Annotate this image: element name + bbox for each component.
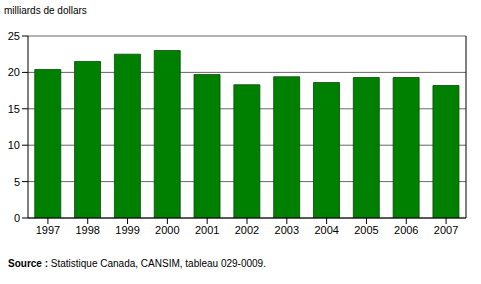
svg-text:1998: 1998 [75,224,99,236]
svg-text:2005: 2005 [354,224,378,236]
html-text:milliards de dollars: milliards de dollars [4,5,87,16]
svg-text:1997: 1997 [36,224,60,236]
svg-text:10: 10 [8,139,20,151]
svg-text:2000: 2000 [155,224,179,236]
svg-text:1999: 1999 [115,224,139,236]
html-text:Source : Statistique Canada, C: Source : Statistique Canada, CANSIM, tab… [8,258,266,269]
svg-text:0: 0 [14,212,20,224]
svg-text:15: 15 [8,103,20,115]
svg-text:2001: 2001 [195,224,219,236]
svg-text:2004: 2004 [314,224,338,236]
svg-text:2002: 2002 [235,224,259,236]
svg-text:2006: 2006 [394,224,418,236]
svg-text:5: 5 [14,176,20,188]
svg-text:2003: 2003 [275,224,299,236]
svg-text:25: 25 [8,30,20,42]
svg-text:20: 20 [8,66,20,78]
svg-text:2007: 2007 [434,224,458,236]
